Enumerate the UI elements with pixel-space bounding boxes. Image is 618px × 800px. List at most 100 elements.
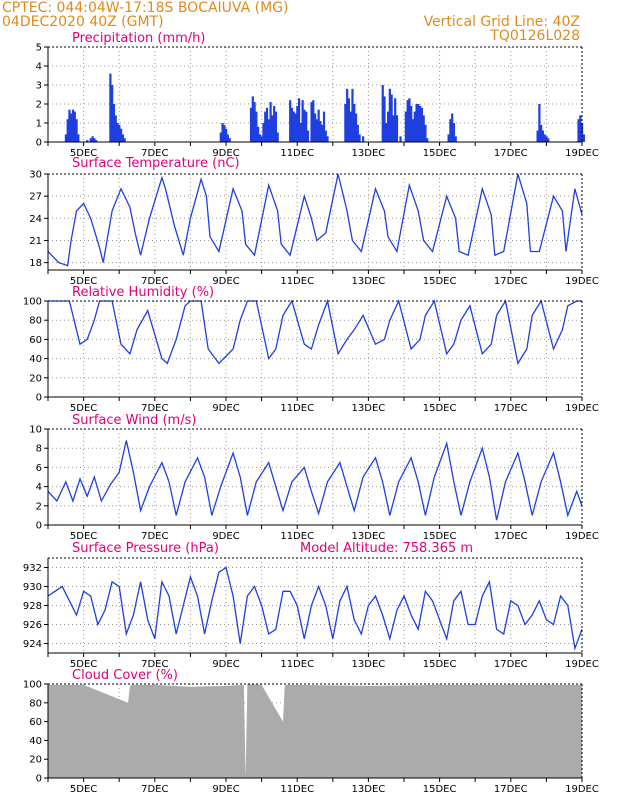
precip-bar xyxy=(321,124,324,142)
panel-wind: Surface Wind (m/s) 0 2 4 6 8 10 5DEC 7DEC 9DEC 11D… xyxy=(29,413,599,542)
panel-precip: Precipitation (mm/h) 0 1 2 3 4 5 5DEC 7DEC 9DEC 11… xyxy=(36,31,599,159)
x-tick-label: 13DEC xyxy=(352,531,386,542)
x-tick-label: 7DEC xyxy=(141,276,168,287)
precip-bar xyxy=(112,104,116,142)
panel-title: Surface Pressure (hPa) xyxy=(72,541,219,556)
x-tick-label: 11DEC xyxy=(280,531,314,542)
precip-bar xyxy=(362,136,365,142)
x-tick-label: 15DEC xyxy=(423,148,457,159)
y-tick-label: 20 xyxy=(29,373,42,384)
precip-bar xyxy=(289,100,292,142)
precip-bar xyxy=(579,115,582,142)
y-tick-label: 0 xyxy=(36,521,42,532)
precip-bar xyxy=(351,88,354,142)
x-tick-label: 7DEC xyxy=(141,531,168,542)
precip-bar xyxy=(77,134,80,142)
y-tick-label: 0 xyxy=(36,138,42,149)
precip-bar xyxy=(265,107,269,142)
x-tick-label: 5DEC xyxy=(70,148,97,159)
precip-bar xyxy=(70,113,73,142)
y-tick-label: 100 xyxy=(23,680,42,691)
precip-bar xyxy=(223,124,226,142)
precip-bar xyxy=(89,138,92,142)
precip-bar xyxy=(395,115,399,142)
precip-bar xyxy=(349,111,352,142)
precip-bar xyxy=(385,123,388,142)
precip-bar xyxy=(354,113,358,142)
y-tick-label: 100 xyxy=(23,297,42,308)
x-tick-label: 13DEC xyxy=(352,276,386,287)
x-tick-label: 17DEC xyxy=(494,403,528,414)
x-tick-label: 7DEC xyxy=(141,403,168,414)
precip-bar xyxy=(255,111,258,142)
precip-bar xyxy=(297,98,301,142)
precip-bar xyxy=(426,138,429,142)
x-tick-label: 11DEC xyxy=(280,276,314,287)
precip-bar xyxy=(543,134,546,142)
precip-bar xyxy=(388,88,391,142)
precip-bar xyxy=(253,102,256,142)
x-tick-label: 17DEC xyxy=(494,531,528,542)
precip-bar xyxy=(264,111,267,142)
precip-bar xyxy=(274,111,278,142)
x-tick-label: 11DEC xyxy=(280,784,314,795)
precip-bar xyxy=(415,104,418,142)
precip-bar xyxy=(257,126,260,142)
precip-bar xyxy=(540,124,543,142)
y-tick-label: 20 xyxy=(29,755,42,766)
y-tick-label: 80 xyxy=(29,316,42,327)
x-tick-label: 17DEC xyxy=(494,784,528,795)
precip-bar xyxy=(93,138,96,142)
x-tick-label: 11DEC xyxy=(280,659,314,670)
precip-bar xyxy=(118,124,121,142)
precip-bar xyxy=(356,124,359,142)
y-tick-label: 4 xyxy=(36,62,42,73)
precip-bar xyxy=(86,140,89,142)
header-gridline: Vertical Grid Line: 40Z xyxy=(423,14,580,30)
y-tick-label: 4 xyxy=(36,482,42,493)
precip-bar xyxy=(447,134,450,142)
precip-bar xyxy=(408,98,411,142)
x-tick-label: 19DEC xyxy=(565,276,599,287)
precip-bar xyxy=(390,94,393,142)
precip-bar xyxy=(269,102,272,142)
y-tick-label: 1 xyxy=(36,119,42,130)
x-tick-label: 15DEC xyxy=(423,531,457,542)
precip-bar xyxy=(219,132,222,142)
precip-bar xyxy=(353,104,356,142)
precip-bar xyxy=(406,100,409,142)
precip-bar xyxy=(582,134,585,142)
precip-bar xyxy=(454,136,457,142)
x-tick-label: 19DEC xyxy=(565,531,599,542)
y-tick-label: 10 xyxy=(29,425,42,436)
x-tick-label: 15DEC xyxy=(423,784,457,795)
precip-bar xyxy=(299,123,302,142)
y-tick-label: 0 xyxy=(36,393,42,404)
precip-bar xyxy=(95,140,98,142)
x-tick-label: 17DEC xyxy=(494,659,528,670)
x-tick-label: 9DEC xyxy=(212,784,239,795)
precip-bar xyxy=(296,105,299,142)
y-tick-label: 2 xyxy=(36,100,42,111)
precip-bar xyxy=(411,119,415,142)
y-tick-label: 2 xyxy=(36,501,42,512)
precip-bar xyxy=(111,85,114,142)
x-tick-label: 7DEC xyxy=(141,784,168,795)
y-tick-label: 30 xyxy=(29,170,42,181)
precip-bar xyxy=(417,104,420,142)
precip-bar xyxy=(545,136,548,142)
x-tick-label: 15DEC xyxy=(423,659,457,670)
precip-bar xyxy=(547,138,550,142)
precip-bar xyxy=(251,96,254,142)
y-tick-label: 24 xyxy=(29,214,42,225)
x-tick-label: 9DEC xyxy=(212,531,239,542)
precip-bar xyxy=(71,109,75,142)
precip-bar xyxy=(326,136,329,142)
x-tick-label: 5DEC xyxy=(70,403,97,414)
y-tick-label: 930 xyxy=(23,582,42,593)
press-series-line xyxy=(47,566,583,651)
precip-bar xyxy=(64,134,67,142)
precip-bar xyxy=(452,123,456,142)
precip-bar xyxy=(538,104,541,142)
